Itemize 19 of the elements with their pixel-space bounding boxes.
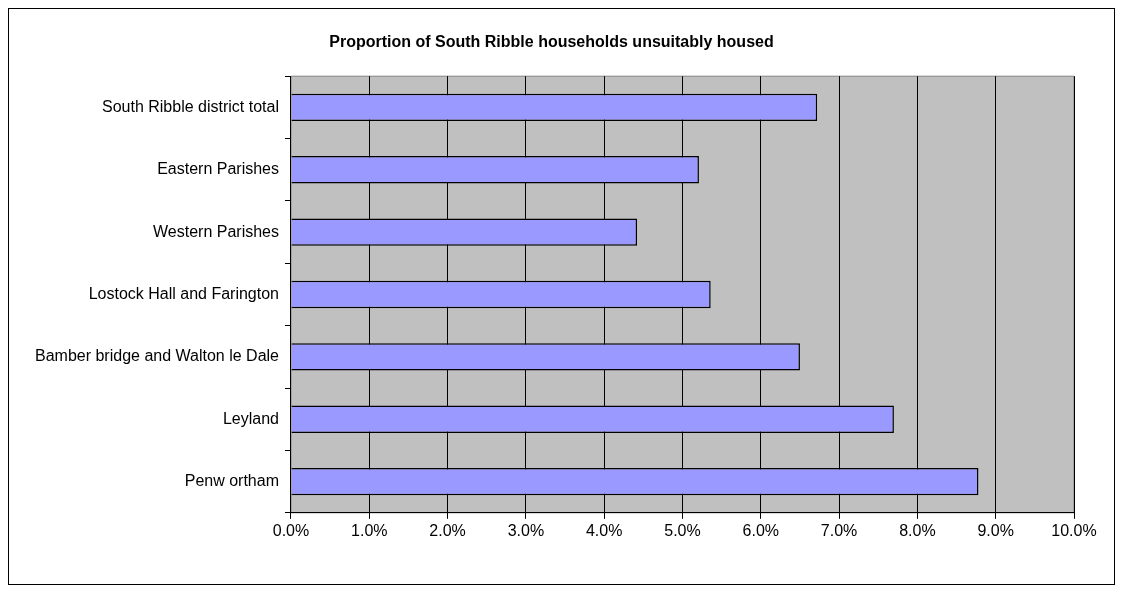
x-tick-label: 1.0% (351, 521, 388, 539)
y-tick-label: Lostock Hall and Farington (88, 284, 279, 302)
x-tick-label: 4.0% (585, 521, 623, 539)
x-tick-label: 10.0% (1051, 521, 1097, 539)
x-tick-label: 9.0% (977, 521, 1014, 539)
y-tick-label: Eastern Parishes (157, 160, 279, 178)
x-tick-label: 6.0% (742, 521, 780, 539)
y-tick-label: Western Parishes (153, 222, 279, 240)
y-tick-label: Leyland (222, 409, 279, 427)
y-tick-label: Penw ortham (184, 472, 279, 490)
x-tick-label: 3.0% (507, 521, 545, 539)
x-tick-label: 7.0% (820, 521, 858, 539)
x-tick-label: 5.0% (664, 521, 701, 539)
x-tick-label: 0.0% (272, 521, 310, 539)
y-tick-label: South Ribble district total (102, 97, 279, 115)
chart-title: Proportion of South Ribble households unsuitably housed (329, 33, 774, 51)
y-tick-label: Bamber bridge and Walton le Dale (35, 347, 280, 365)
x-tick-label: 2.0% (429, 521, 466, 539)
x-tick-label: 8.0% (899, 521, 936, 539)
